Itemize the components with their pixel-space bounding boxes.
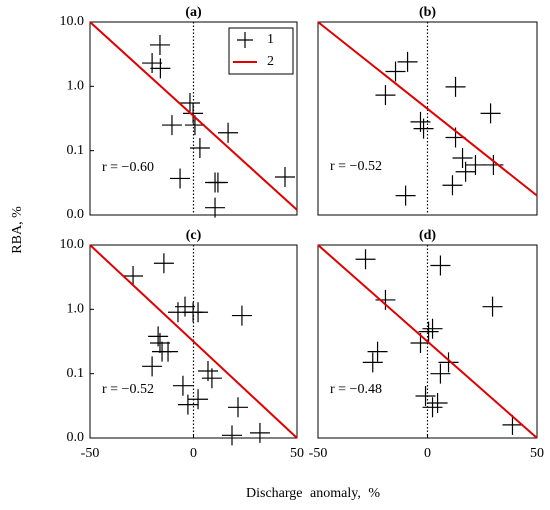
fit-line — [317, 21, 538, 197]
panel-title: (a) — [185, 5, 202, 20]
y-tick-label: 1.0 — [67, 302, 85, 317]
cross-marker — [228, 397, 249, 418]
cross-marker — [201, 368, 222, 389]
y-tick-label: 0.0 — [67, 430, 85, 445]
legend-label: 2 — [267, 54, 274, 69]
cross-marker — [153, 253, 174, 274]
cross-marker — [415, 385, 436, 406]
legend-cross — [237, 32, 253, 48]
panel-title: (c) — [186, 228, 202, 243]
cross-marker — [375, 289, 396, 310]
annotation: r = −0.52 — [102, 382, 154, 397]
cross-marker — [430, 363, 451, 384]
annotation: r = −0.48 — [330, 382, 382, 397]
y-tick-label: 0.1 — [67, 143, 85, 158]
cross-marker — [152, 341, 173, 362]
cross-marker — [375, 85, 396, 106]
cross-marker — [172, 375, 193, 396]
cross-marker — [149, 332, 170, 353]
cross-marker — [422, 397, 443, 418]
cross-marker — [205, 197, 226, 218]
cross-marker — [438, 352, 459, 373]
x-tick-label: -50 — [309, 446, 328, 461]
cross-marker — [430, 255, 451, 276]
cross-marker — [502, 414, 523, 435]
x-tick-label: 0 — [190, 446, 197, 461]
cross-marker — [142, 356, 163, 377]
fit-line — [89, 244, 298, 439]
x-tick-label: 0 — [424, 446, 431, 461]
cross-marker — [188, 389, 209, 410]
x-axis-label: Discharge anomaly, % — [246, 486, 380, 501]
cross-marker — [175, 296, 196, 317]
cross-marker — [188, 302, 209, 323]
y-tick-label: 0.0 — [67, 207, 85, 222]
cross-marker — [452, 147, 473, 168]
cross-marker — [161, 115, 182, 136]
x-tick-label: 50 — [290, 446, 304, 461]
cross-marker — [149, 34, 170, 55]
cross-marker — [142, 53, 163, 74]
y-tick-label: 1.0 — [67, 79, 85, 94]
legend-box — [228, 27, 294, 75]
cross-marker — [482, 296, 503, 317]
cross-marker — [455, 161, 476, 182]
cross-marker — [413, 118, 434, 139]
cross-marker — [445, 76, 466, 97]
x-tick-label: -50 — [81, 446, 100, 461]
annotation: r = −0.60 — [102, 160, 154, 175]
cross-marker — [442, 175, 463, 196]
cross-marker — [177, 394, 198, 415]
cross-marker — [427, 392, 448, 413]
annotation: r = −0.52 — [330, 159, 382, 174]
cross-marker — [150, 58, 171, 79]
panel-title: (d) — [419, 228, 436, 243]
cross-marker — [362, 352, 383, 373]
cross-marker — [249, 422, 270, 443]
cross-marker — [218, 122, 239, 143]
cross-marker — [422, 318, 443, 339]
cross-marker — [179, 93, 200, 114]
fit-line — [317, 244, 538, 439]
cross-marker — [483, 154, 504, 175]
y-tick-label: 10.0 — [60, 237, 85, 252]
x-tick-label: 50 — [530, 446, 544, 461]
cross-marker — [189, 138, 210, 159]
cross-marker — [395, 185, 416, 206]
legend-label: 1 — [267, 32, 274, 47]
cross-marker — [355, 249, 376, 270]
cross-marker — [123, 265, 144, 286]
cross-marker — [183, 103, 204, 124]
y-axis-label: RBA, % — [10, 206, 25, 254]
cross-marker — [385, 61, 406, 82]
cross-marker — [231, 305, 252, 326]
cross-marker — [367, 341, 388, 362]
fit-line — [89, 21, 298, 211]
cross-marker — [418, 321, 439, 342]
cross-marker — [274, 166, 295, 187]
cross-marker — [480, 103, 501, 124]
y-tick-label: 10.0 — [60, 14, 85, 29]
cross-marker — [170, 168, 191, 189]
cross-marker — [207, 172, 228, 193]
cross-marker — [397, 51, 418, 72]
panel-title: (b) — [419, 5, 436, 20]
y-tick-label: 0.1 — [67, 366, 85, 381]
cross-marker — [222, 425, 243, 446]
